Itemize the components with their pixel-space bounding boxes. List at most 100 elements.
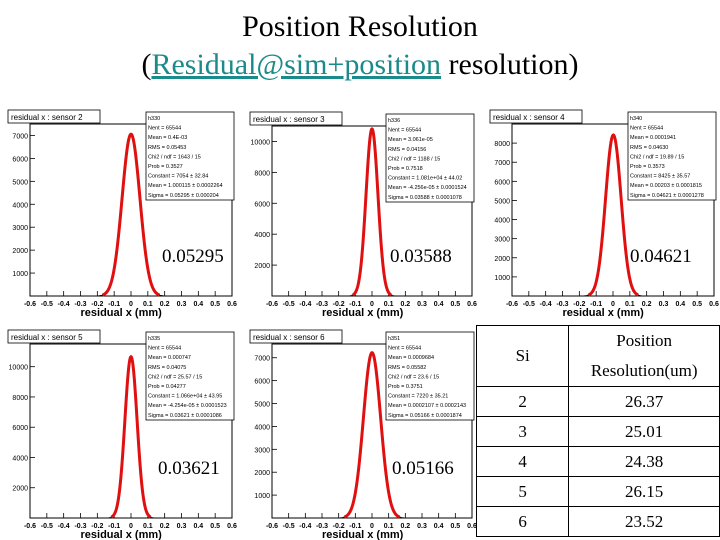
resolution-value: 0.03588 [390, 246, 452, 267]
subtitle-rest: resolution) [441, 48, 579, 81]
x-tick-label: -0.2 [333, 523, 345, 530]
x-axis-label: residual x (mm) [563, 307, 645, 319]
stats-line: Constant = 7054 ± 32.84 [148, 174, 208, 180]
stats-line: Chi2 / ndf = 1188 / 15 [388, 156, 440, 162]
stats-line: Nent = 65544 [388, 128, 421, 134]
y-tick-label: 3000 [254, 447, 270, 454]
y-tick-label: 1000 [12, 271, 28, 278]
y-tick-label: 10000 [9, 365, 29, 372]
stats-line: Nent = 65544 [148, 126, 181, 132]
histogram-panel: residual x : sensor 2 h330 Nent = 65544 Mea… [7, 109, 237, 319]
gaussian-fit-curve [101, 132, 161, 297]
stats-line: Sigma = 0.03588 ± 0.0001078 [388, 195, 462, 201]
stats-line: Mean = 0.4E-03 [148, 135, 187, 141]
x-tick-label: 0.2 [400, 301, 410, 308]
table-header-si: Si [475, 325, 570, 387]
histogram-panel: residual x : sensor 3 h336 Nent = 65544 Mea… [249, 111, 477, 319]
y-tick-label: 8000 [494, 141, 510, 148]
resolution-value: 0.05166 [392, 458, 454, 479]
x-tick-label: -0.5 [41, 301, 53, 308]
x-tick-label: 0.5 [210, 523, 220, 530]
stats-line: Nent = 65544 [630, 126, 663, 132]
y-tick-label: 2000 [12, 486, 28, 493]
gaussian-fit-curve [352, 127, 392, 297]
stats-line: Chi2 / ndf = 23.6 / 15 [388, 374, 439, 380]
histogram-svg: residual x : sensor 4 h340 Nent = 65544 Mea… [489, 109, 719, 319]
x-tick-label: 0.4 [434, 523, 444, 530]
stats-box [385, 331, 475, 421]
stats-line: Sigma = 0.05295 ± 0.000204 [148, 193, 219, 199]
hist-title-box [489, 109, 583, 124]
x-tick-label: 0.6 [467, 301, 477, 308]
x-tick-label: -0.3 [74, 523, 86, 530]
y-tick-label: 5000 [494, 198, 510, 205]
x-tick-label: -0.2 [91, 523, 103, 530]
x-axis-label: residual x (mm) [81, 529, 163, 540]
stats-box [145, 111, 235, 201]
page-title: Position Resolution [242, 10, 478, 43]
stats-line: Chi2 / ndf = 25.57 / 15 [148, 374, 202, 380]
stats-line: h336 [388, 118, 400, 124]
y-tick-label: 4000 [12, 202, 28, 209]
stats-line: h340 [630, 116, 642, 122]
hist-title: residual x : sensor 4 [493, 113, 565, 122]
subtitle-open: ( [141, 48, 152, 81]
x-tick-label: 0.5 [692, 301, 702, 308]
x-tick-label: -0.2 [333, 301, 345, 308]
stats-line: RMS = 0.04075 [148, 365, 186, 371]
stats-line: Chi2 / ndf = 1643 / 15 [148, 154, 201, 160]
y-tick-label: 6000 [12, 156, 28, 163]
x-axis-label: residual x (mm) [322, 307, 404, 319]
stats-line: Prob = 0.3751 [388, 384, 423, 390]
stats-line: Constant = 8425 ± 35.57 [630, 174, 690, 180]
y-tick-label: 4000 [254, 424, 270, 431]
x-tick-label: 0.6 [227, 301, 237, 308]
x-tick-label: -0.3 [316, 523, 328, 530]
x-tick-label: -0.5 [283, 301, 295, 308]
y-tick-label: 7000 [12, 133, 28, 140]
x-tick-label: -0.4 [299, 301, 311, 308]
table-cell-res: 23.52 [568, 506, 720, 537]
y-tick-label: 1000 [254, 493, 270, 500]
x-tick-label: 0.3 [177, 301, 187, 308]
x-tick-label: -0.4 [540, 301, 552, 308]
stats-line: Nent = 65544 [388, 346, 421, 352]
x-tick-label: 0.3 [659, 301, 669, 308]
y-tick-label: 2000 [254, 263, 270, 270]
stats-line: Mean = 0.00203 ± 0.0001815 [630, 183, 702, 189]
table-cell-res: 26.15 [568, 476, 720, 507]
table-cell-si: 3 [475, 416, 570, 447]
table-cell-res: 25.01 [568, 416, 720, 447]
stats-box [627, 111, 717, 201]
stats-box [385, 113, 475, 203]
stats-line: Sigma = 0.05166 ± 0.0001874 [388, 413, 462, 419]
stats-line: Prob = 0.7518 [388, 166, 423, 172]
x-tick-label: 0.2 [642, 301, 652, 308]
stats-line: Constant = 7220 ± 35.21 [388, 394, 448, 400]
x-tick-label: 0 [370, 523, 374, 530]
x-tick-label: 0.5 [210, 301, 220, 308]
y-tick-label: 2000 [494, 256, 510, 263]
resolution-value: 0.03621 [158, 458, 220, 479]
subtitle-link[interactable]: Residual@sim+position [151, 48, 442, 81]
stats-line: RMS = 0.05582 [388, 365, 426, 371]
stats-line: RMS = 0.04630 [630, 145, 668, 151]
resolution-value: 0.04621 [630, 246, 692, 267]
x-tick-label: 0.1 [384, 523, 394, 530]
resolution-value: 0.05295 [162, 246, 224, 267]
stats-line: Mean = 0.0002107 ± 0.0002143 [388, 403, 466, 409]
page-subtitle: (Residual@sim+position resolution) [0, 48, 720, 82]
table-cell-res: 26.37 [568, 386, 720, 417]
x-tick-label: 0.5 [450, 301, 460, 308]
hist-title-box [7, 329, 101, 344]
x-tick-label: 0.2 [400, 523, 410, 530]
hist-title-box [249, 329, 343, 344]
stats-line: Sigma = 0.04621 ± 0.0001278 [630, 193, 704, 199]
y-tick-label: 4000 [494, 218, 510, 225]
x-tick-label: 0.3 [417, 301, 427, 308]
x-tick-label: -0.6 [24, 301, 36, 308]
x-tick-label: -0.3 [316, 301, 328, 308]
table-cell-si: 6 [475, 506, 570, 537]
stats-line: Prob = 0.3527 [148, 164, 183, 170]
stats-line: Mean = 0.0009684 [388, 355, 434, 361]
